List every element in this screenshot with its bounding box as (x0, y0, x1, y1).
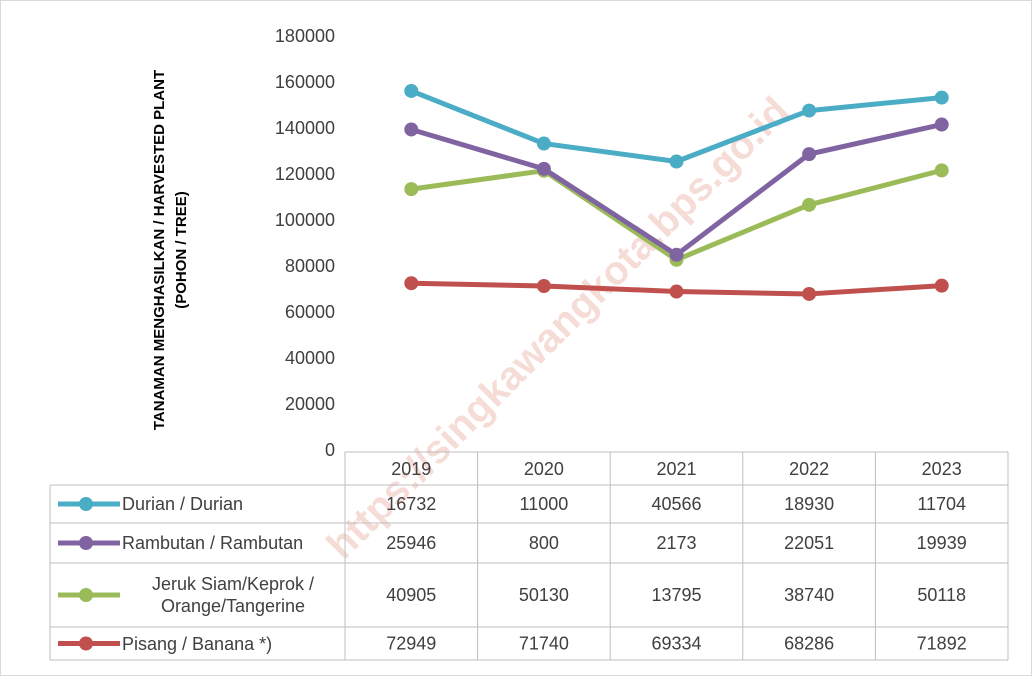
data-point (404, 182, 419, 197)
table-value: 18930 (784, 494, 834, 514)
legend-key (79, 536, 93, 550)
y-tick-label: 40000 (285, 348, 335, 368)
table-value: 11000 (520, 494, 569, 514)
data-point (404, 83, 419, 98)
y-tick-label: 100000 (275, 210, 335, 230)
x-tick-label: 2023 (922, 459, 962, 479)
legend-label: Jeruk Siam/Keprok / Orange/Tangerine (151, 574, 315, 616)
table-value: 69334 (651, 633, 701, 653)
data-point (934, 117, 949, 132)
y-tick-label: 0 (325, 440, 335, 460)
legend-key (79, 636, 93, 651)
y-tick-label: 60000 (285, 302, 335, 322)
x-tick-label: 2021 (656, 459, 696, 479)
legend-label-box: Durian / Durian (122, 494, 244, 514)
table-value: 11704 (917, 494, 966, 514)
table-value: 71740 (519, 633, 569, 653)
data-point (404, 276, 419, 291)
table-value: 16732 (386, 494, 436, 514)
data-point (934, 163, 949, 178)
y-axis-label: TANAMAN MENGHASILKAN / HARVESTED PLANT (151, 70, 168, 430)
y-tick-label: 20000 (285, 394, 335, 414)
data-point (669, 154, 684, 169)
data-point (802, 147, 817, 162)
legend-label: Durian / Durian (122, 494, 244, 514)
y-tick-label: 80000 (285, 256, 335, 276)
y-tick-label: 180000 (275, 26, 335, 46)
x-tick-label: 2022 (789, 459, 829, 479)
data-point (802, 103, 817, 118)
data-point (802, 197, 817, 212)
y-tick-label: 160000 (275, 72, 335, 92)
x-tick-label: 2019 (391, 459, 431, 479)
data-point (669, 284, 684, 299)
y-axis-label: (POHON / TREE) (173, 191, 190, 309)
legend-label-box: Pisang / Banana *) (122, 633, 273, 654)
table-value: 72949 (386, 633, 436, 653)
data-point (934, 90, 949, 105)
legend-label-box: Jeruk Siam/Keprok / Orange/Tangerine (151, 574, 315, 616)
data-point (536, 278, 551, 293)
table-value: 40566 (651, 494, 701, 514)
table-value: 68286 (784, 633, 834, 653)
data-point (802, 286, 817, 301)
table-value: 2173 (656, 533, 696, 553)
data-point (934, 278, 949, 293)
data-point (669, 247, 684, 262)
table-value: 13795 (651, 585, 701, 605)
legend-label: Pisang / Banana *) (122, 633, 273, 654)
legend-key (79, 588, 93, 602)
y-tick-label: 120000 (275, 164, 335, 184)
table-value: 25946 (386, 533, 436, 553)
table-value: 22051 (784, 533, 834, 553)
data-point (404, 122, 419, 137)
y-tick-label: 140000 (275, 118, 335, 138)
table-value: 50130 (519, 585, 569, 605)
x-tick-label: 2020 (524, 459, 564, 479)
table-value: 50118 (917, 585, 966, 605)
table-value: 38740 (784, 585, 834, 605)
legend-label-box: Rambutan / Rambutan (122, 533, 304, 553)
table-value: 800 (529, 533, 559, 553)
data-point (536, 161, 551, 176)
data-point (536, 136, 551, 151)
table-value: 71892 (917, 633, 967, 653)
legend-key (79, 497, 93, 511)
table-value: 40905 (386, 585, 436, 605)
table-value: 19939 (917, 533, 967, 553)
legend-label: Rambutan / Rambutan (122, 533, 304, 553)
